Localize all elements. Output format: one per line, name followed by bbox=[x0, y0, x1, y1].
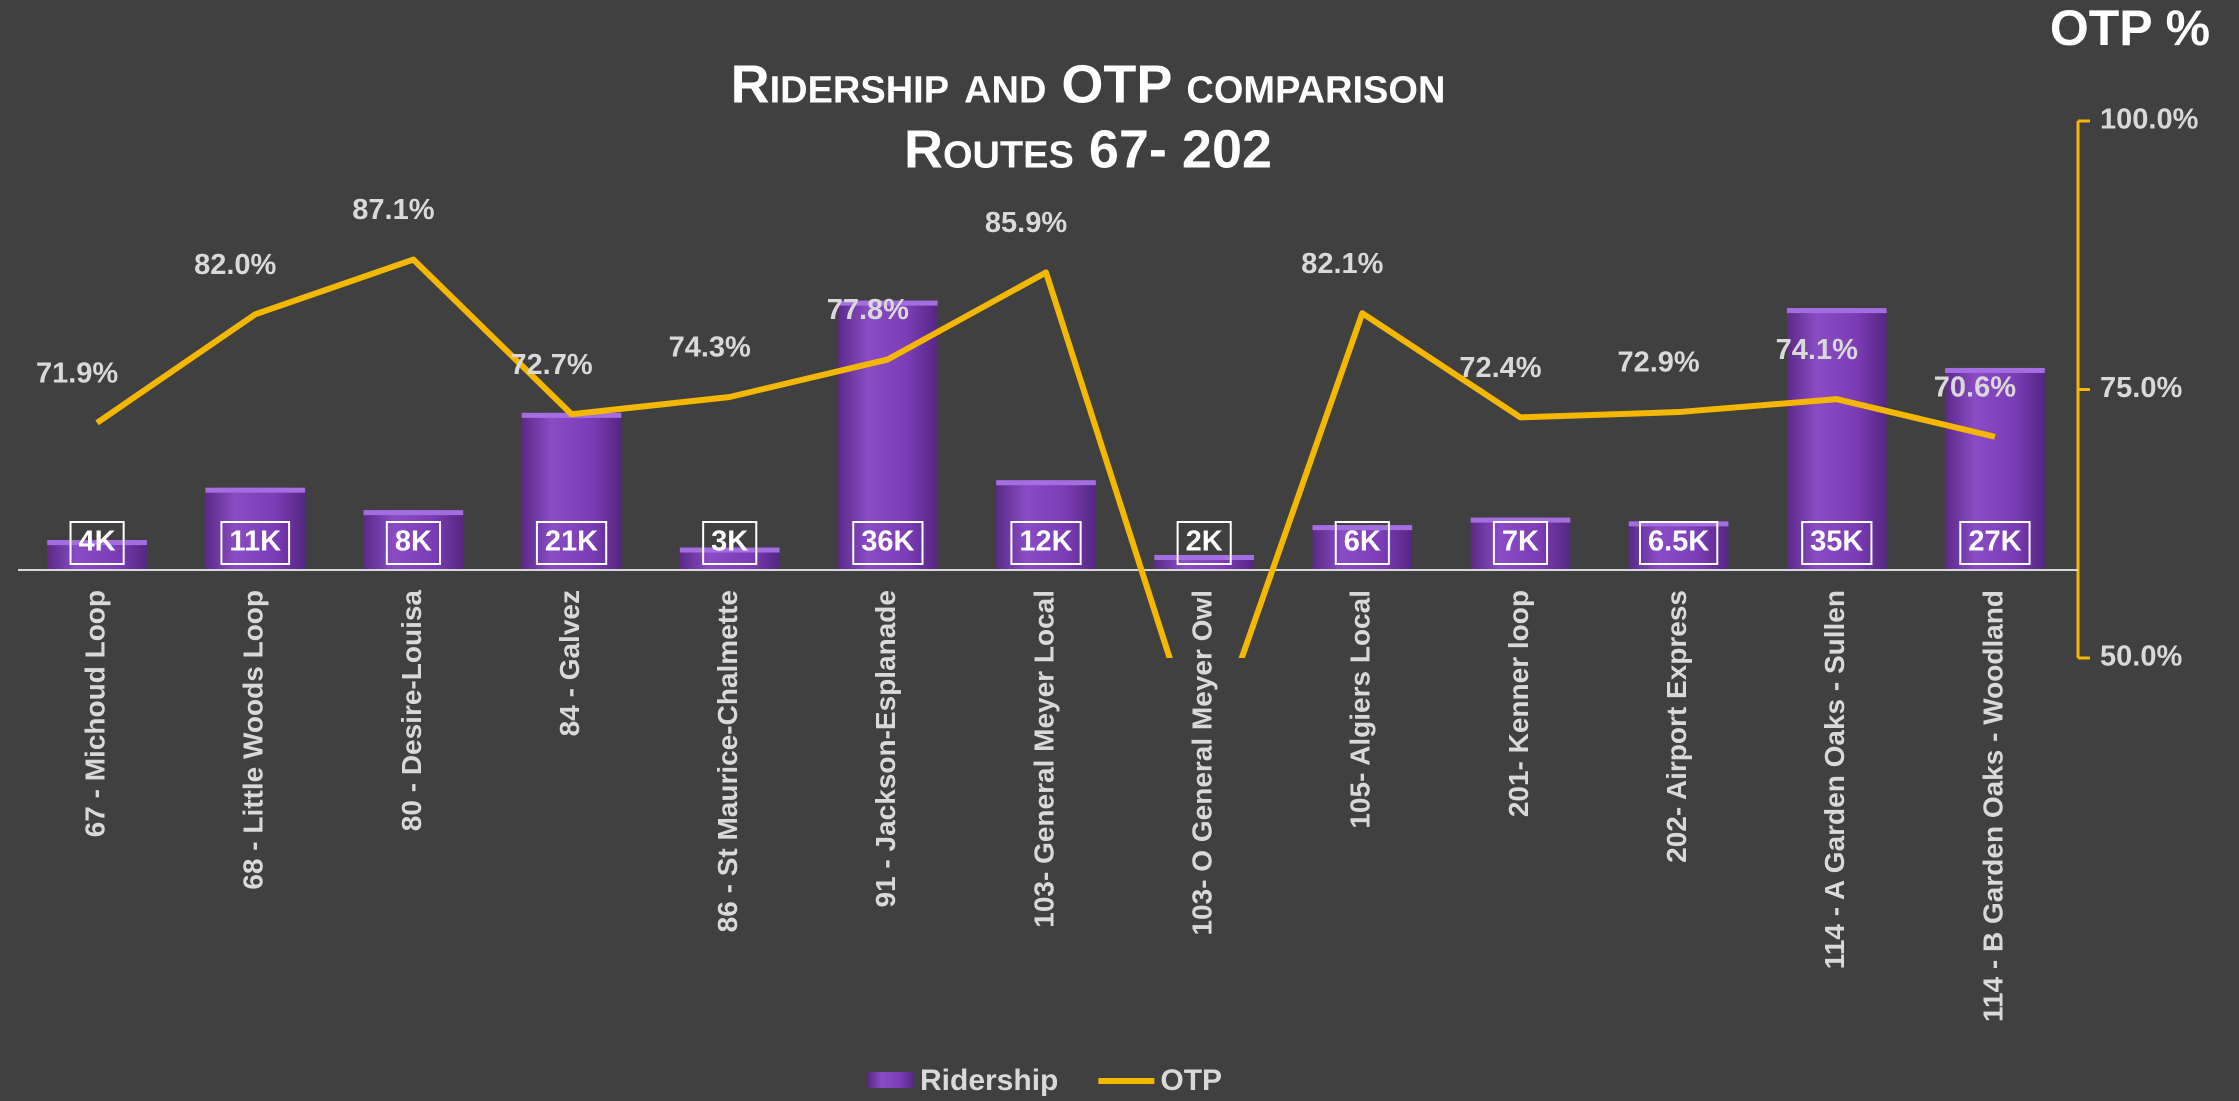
bar bbox=[1312, 525, 1413, 570]
chart-subtitle: Routes 67- 202 bbox=[904, 119, 1272, 179]
x-tick-label: 103- O General Meyer Owl bbox=[1187, 590, 1218, 936]
bar-top bbox=[996, 480, 1096, 486]
bar-value-box bbox=[535, 521, 608, 565]
bar-top bbox=[205, 487, 306, 493]
x-tick-label: 105- Algiers Local bbox=[1345, 590, 1376, 829]
bar-value-box bbox=[1176, 521, 1232, 565]
bar-value-box bbox=[385, 521, 441, 565]
x-tick-label: 114 - A Garden Oaks - Sullen bbox=[1819, 590, 1850, 969]
line-value-label: 74.3% bbox=[669, 332, 751, 364]
y2-tick-label: 75.0% bbox=[2100, 372, 2182, 404]
bar-value-box bbox=[1010, 521, 1082, 565]
bar-value-label: 4K bbox=[79, 526, 116, 558]
bar-top bbox=[838, 300, 938, 306]
bar-top bbox=[1312, 525, 1413, 531]
y2-tick-label: 100.0% bbox=[2100, 104, 2199, 136]
line-value-label: 82.0% bbox=[194, 249, 276, 281]
bar bbox=[1945, 367, 2045, 570]
line-value-label: 72.7% bbox=[510, 349, 592, 381]
bar-value-label: 21K bbox=[545, 526, 598, 558]
bar-value-box bbox=[1492, 521, 1549, 565]
bar-value-label: 6K bbox=[1344, 526, 1381, 558]
x-tick-label: 68 - Little Woods Loop bbox=[238, 590, 269, 890]
bar-value-box bbox=[1801, 521, 1873, 565]
bar-value-box bbox=[702, 521, 758, 565]
bar-top bbox=[1628, 521, 1729, 527]
bar-value-label: 27K bbox=[1968, 526, 2021, 558]
bar bbox=[838, 300, 938, 570]
bar-value-label: 36K bbox=[861, 526, 914, 558]
bar-value-label: 11K bbox=[229, 526, 281, 558]
bar-value-box bbox=[1638, 521, 1719, 565]
bar-value-box bbox=[1334, 521, 1390, 565]
bar-value-box bbox=[1959, 521, 2031, 565]
bar-value-box bbox=[69, 521, 125, 565]
legend-label: OTP bbox=[1160, 1064, 1222, 1097]
bar-value-label: 7K bbox=[1502, 526, 1539, 558]
bar bbox=[1470, 517, 1571, 570]
bar-top bbox=[1945, 367, 2045, 373]
otp-line bbox=[95, 256, 1996, 658]
line-value-label: 77.8% bbox=[827, 294, 909, 326]
bar-value-label: 6.5K bbox=[1648, 526, 1709, 558]
bar-value-label: 8K bbox=[395, 526, 432, 558]
bar bbox=[996, 480, 1096, 570]
chart-title: Ridership and OTP comparison bbox=[731, 54, 1446, 114]
x-tick-label: 114 - B Garden Oaks - Woodland bbox=[1977, 590, 2008, 1022]
bar-value-label: 35K bbox=[1810, 526, 1863, 558]
bar bbox=[363, 510, 464, 570]
bar bbox=[521, 412, 622, 570]
line-value-label: 72.9% bbox=[1617, 347, 1699, 379]
bar-top bbox=[1786, 308, 1887, 314]
x-tick-label: 80 - Desire-Louisa bbox=[396, 590, 427, 832]
line-value-label: 74.1% bbox=[1776, 334, 1858, 366]
line-value-label: 85.9% bbox=[985, 207, 1067, 239]
bar bbox=[1786, 308, 1887, 570]
bar-value-box bbox=[220, 521, 291, 565]
x-tick-label: 202- Airport Express bbox=[1661, 590, 1692, 863]
legend-label: Ridership bbox=[920, 1064, 1058, 1097]
bar-value-box bbox=[852, 521, 924, 565]
bar bbox=[1628, 521, 1729, 570]
x-tick-label: 91 - Jackson-Esplanade bbox=[870, 590, 901, 907]
line-value-label: 87.1% bbox=[352, 194, 434, 226]
y2-tick-label: 50.0% bbox=[2100, 641, 2182, 673]
bar-value-label: 2K bbox=[1186, 526, 1223, 558]
line-value-label: 71.9% bbox=[36, 357, 118, 389]
x-tick-label: 84 - Galvez bbox=[554, 590, 585, 736]
bar-value-label: 12K bbox=[1019, 526, 1072, 558]
legend-swatch bbox=[868, 1072, 914, 1088]
bar-top bbox=[363, 510, 464, 516]
line-value-label: 82.1% bbox=[1301, 248, 1383, 280]
line-value-label: 70.6% bbox=[1934, 371, 2016, 403]
bar-top bbox=[1470, 517, 1571, 523]
x-tick-label: 67 - Michoud Loop bbox=[79, 590, 110, 837]
bar-top bbox=[47, 540, 147, 546]
x-tick-label: 201- Kenner loop bbox=[1503, 590, 1534, 817]
bar-top bbox=[1154, 555, 1254, 561]
x-tick-label: 103- General Meyer Local bbox=[1028, 590, 1059, 928]
bar-value-label: 3K bbox=[711, 526, 748, 558]
bar-top bbox=[679, 547, 780, 553]
y2-axis-title: OTP % bbox=[2050, 0, 2210, 56]
x-tick-label: 86 - St Maurice-Chalmette bbox=[712, 590, 743, 932]
line-value-label: 72.4% bbox=[1459, 352, 1541, 384]
